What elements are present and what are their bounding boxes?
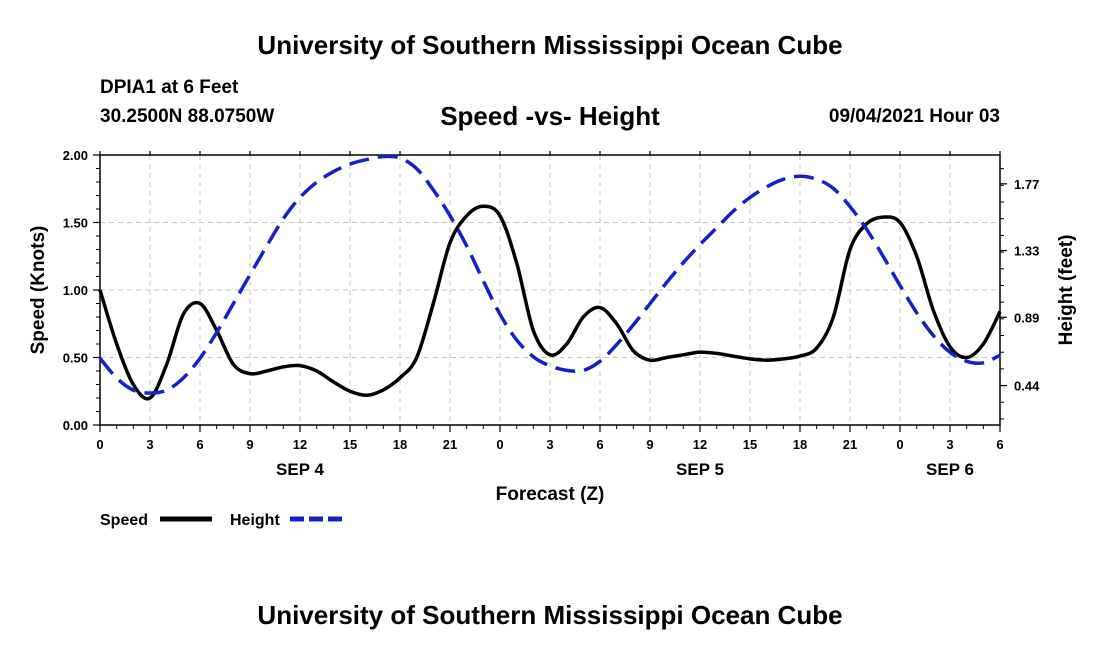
x-axis-title: Forecast (Z) — [496, 484, 605, 505]
x-tick-label: 9 — [246, 437, 253, 452]
x-tick-label: 0 — [96, 437, 103, 452]
x-tick-label: 6 — [196, 437, 203, 452]
y2-axis-title: Height (feet) — [1056, 235, 1077, 346]
y2-tick-label: 0.89 — [1014, 310, 1039, 325]
y-tick-label: 1.50 — [63, 216, 88, 231]
y-tick-label: 1.00 — [63, 283, 88, 298]
grid — [100, 155, 1000, 425]
x-tick-label: 0 — [496, 437, 503, 452]
forecast-datetime: 09/04/2021 Hour 03 — [828, 106, 1000, 127]
legend: Speed Height — [100, 512, 342, 529]
x-tick-label: 21 — [843, 437, 857, 452]
series-line-height — [98, 154, 1001, 395]
x-tick-label: 6 — [996, 437, 1003, 452]
x-tick-label: 3 — [946, 437, 953, 452]
y2-tick-label: 1.33 — [1014, 244, 1039, 259]
x-tick-label: 12 — [693, 437, 707, 452]
y-tick-label: 2.00 — [63, 148, 88, 163]
y-axis-title: Speed (Knots) — [28, 226, 49, 355]
axis-ticks: 0 3 6 9 12 15 18 21 0 3 6 9 12 15 18 21 0 3 6 SEP 4 SEP 5 SEP… — [63, 148, 1040, 479]
x-day-label: SEP 5 — [676, 460, 724, 479]
x-tick-label: 18 — [393, 437, 407, 452]
station-label: DPIA1 at 6 Feet — [100, 77, 239, 98]
x-tick-label: 21 — [443, 437, 457, 452]
x-tick-label: 9 — [646, 437, 653, 452]
x-tick-label: 12 — [293, 437, 307, 452]
y2-tick-label: 0.44 — [1014, 379, 1040, 394]
chart-title: Speed -vs- Height — [440, 101, 660, 131]
y-tick-label: 0.00 — [63, 418, 88, 433]
station-coordinates: 30.2500N 88.0750W — [100, 106, 275, 127]
legend-label-speed: Speed — [100, 512, 148, 529]
footer-title: University of Southern Mississippi Ocean… — [257, 600, 843, 630]
x-day-label: SEP 4 — [276, 460, 324, 479]
series-line-speed — [98, 204, 1002, 401]
x-tick-label: 6 — [596, 437, 603, 452]
x-tick-label: 3 — [146, 437, 153, 452]
x-tick-label: 3 — [546, 437, 553, 452]
x-tick-label: 15 — [343, 437, 357, 452]
x-day-label: SEP 6 — [926, 460, 974, 479]
page-title: University of Southern Mississippi Ocean… — [257, 30, 843, 60]
legend-label-height: Height — [230, 512, 280, 529]
x-tick-label: 0 — [896, 437, 903, 452]
y2-tick-label: 1.77 — [1014, 177, 1039, 192]
series — [98, 154, 1002, 401]
x-tick-label: 15 — [743, 437, 757, 452]
y-tick-label: 0.50 — [63, 351, 88, 366]
x-tick-label: 18 — [793, 437, 807, 452]
